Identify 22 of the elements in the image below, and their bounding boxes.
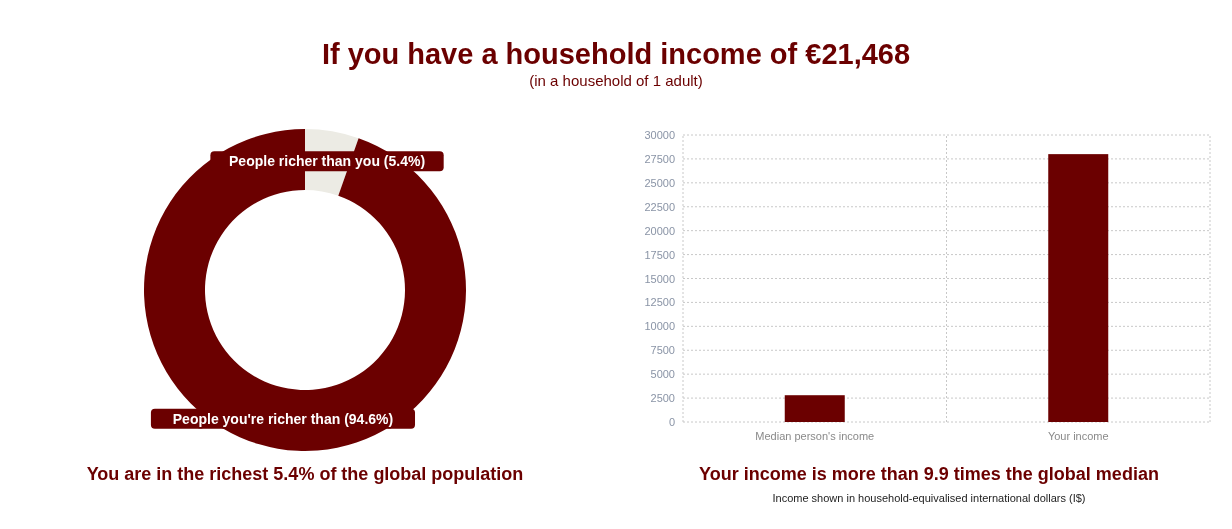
- slice-label: People richer than you (5.4%): [229, 153, 426, 170]
- y-tick-label: 17500: [644, 248, 675, 261]
- y-tick-label: 2500: [650, 392, 675, 405]
- text: Your income is more than 9.9 times the global median: [699, 464, 1159, 484]
- y-tick-label: 5000: [650, 368, 675, 381]
- x-tick-label: Median person's income: [755, 430, 875, 442]
- text: Income shown in household-equivalised international dollars (I$): [772, 492, 1086, 504]
- y-tick-label: 7500: [650, 344, 675, 357]
- y-tick-label: 20000: [644, 224, 675, 237]
- text: If you have a household income of €21,468: [321, 38, 911, 70]
- y-tick-label: 22500: [644, 200, 675, 213]
- x-tick-label: Your income: [1047, 430, 1109, 442]
- slice-label: People you're richer than (94.6%): [172, 410, 394, 427]
- y-tick-label: 27500: [644, 152, 675, 165]
- y-tick-label: 12500: [644, 296, 675, 309]
- text: You are in the richest 5.4% of the global population: [86, 464, 524, 484]
- y-tick-label: 25000: [644, 176, 675, 189]
- y-tick-label: 15000: [644, 272, 675, 285]
- y-tick-label: 0: [668, 416, 675, 428]
- text: (in a household of 1 adult): [529, 72, 703, 89]
- y-tick-label: 10000: [644, 320, 675, 333]
- y-tick-label: 30000: [644, 129, 675, 141]
